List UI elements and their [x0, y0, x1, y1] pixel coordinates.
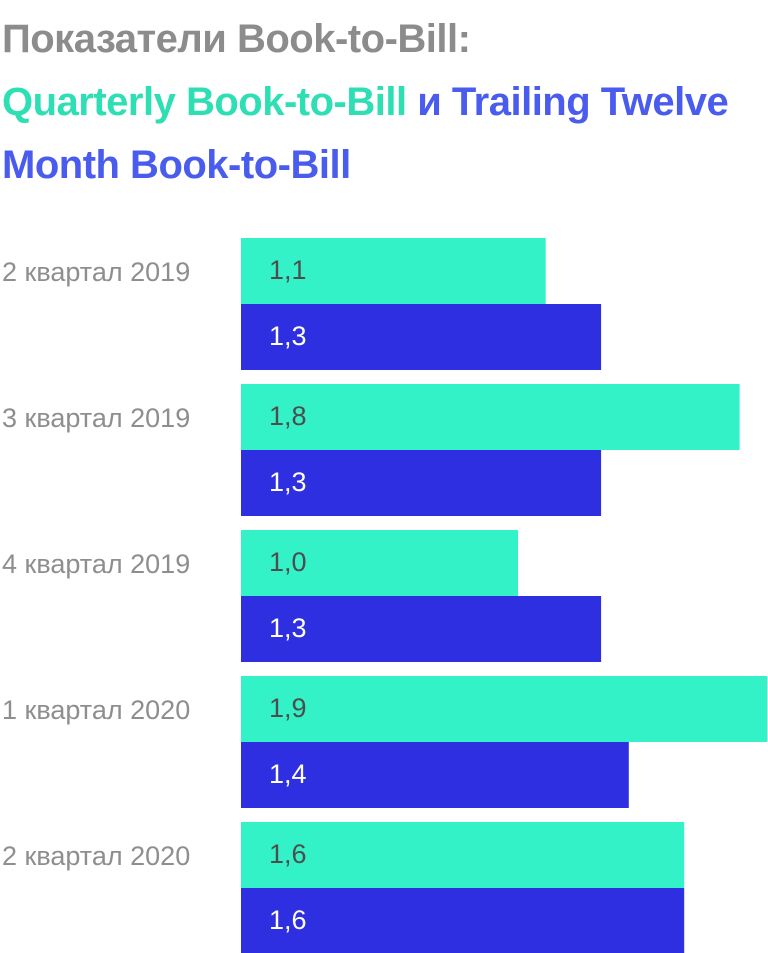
legend-trailing-label: Trailing Twelve Month Book-to-Bill: [2, 80, 729, 187]
bar-trailing: [241, 304, 602, 370]
bar-label-trailing: 1,4: [269, 759, 307, 789]
bar-quarterly: [241, 530, 518, 596]
bar-label-quarterly: 1,1: [269, 255, 307, 285]
bar-quarterly: [241, 238, 546, 304]
chart-title-line-1: Показатели Book-to-Bill:: [2, 8, 762, 71]
bar-quarterly: [241, 676, 768, 742]
category-label: 3 квартал 2019: [2, 403, 190, 433]
chart-title-heading: Показатели Book-to-Bill:: [2, 17, 471, 61]
legend-conjunction: и: [406, 80, 452, 124]
bar-label-trailing: 1,6: [269, 905, 307, 935]
category-label: 2 квартал 2019: [2, 257, 190, 287]
category-label: 4 квартал 2019: [2, 549, 190, 579]
bar-quarterly: [241, 822, 685, 888]
bar-label-trailing: 1,3: [269, 321, 307, 351]
bar-label-quarterly: 1,8: [269, 401, 307, 431]
bar-label-trailing: 1,3: [269, 467, 307, 497]
legend-quarterly-label: Quarterly Book-to-Bill: [2, 80, 407, 124]
bar-label-quarterly: 1,9: [269, 693, 307, 723]
bar-quarterly: [241, 384, 740, 450]
category-label: 1 квартал 2020: [2, 695, 190, 725]
bar-trailing: [241, 888, 685, 953]
bar-trailing: [241, 742, 629, 808]
bar-label-quarterly: 1,6: [269, 839, 307, 869]
bar-label-trailing: 1,3: [269, 613, 307, 643]
bar-label-quarterly: 1,0: [269, 547, 307, 577]
chart-title-legend: Quarterly Book-to-Bill и Trailing Twelve…: [2, 71, 762, 197]
category-label: 2 квартал 2020: [2, 841, 190, 871]
bar-trailing: [241, 450, 602, 516]
bar-trailing: [241, 596, 602, 662]
chart-title: Показатели Book-to-Bill: Quarterly Book-…: [2, 8, 762, 197]
